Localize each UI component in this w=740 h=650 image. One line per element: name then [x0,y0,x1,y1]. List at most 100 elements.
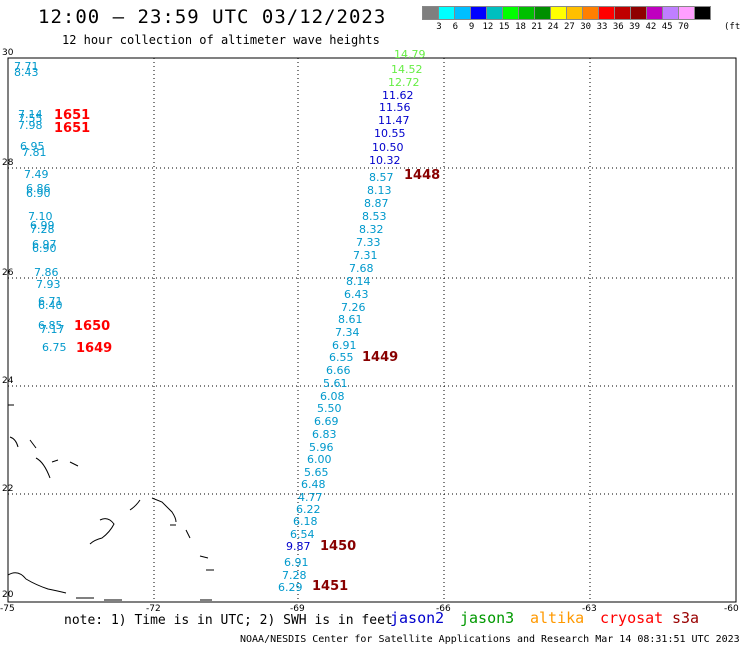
swh-value: 6.95 [20,140,45,153]
swh-value: 8.57 [369,171,394,184]
swh-value: 5.61 [323,377,348,390]
swh-value: 6.91 [284,556,309,569]
swh-value: 7.17 [40,323,65,336]
swh-value: 7.98 [18,119,43,132]
lon-label: -75 [0,604,15,614]
credit-line: NOAA/NESDIS Center for Satellite Applica… [240,634,740,645]
legend-tick-label: 6 [452,22,458,32]
swh-value: 6.83 [312,428,337,441]
legend-tick-label: 70 [678,22,689,32]
legend-tick-label: 30 [580,22,592,32]
swh-value: 8.87 [364,197,389,210]
swh-value: 6.08 [320,390,345,403]
legend-tick-label: 9 [468,22,475,32]
swh-value: 8.13 [367,184,392,197]
lon-label: -72 [146,604,161,614]
swh-value: 6.18 [293,515,318,528]
swh-value: 7.26 [341,301,366,314]
legend-tick-label: 15 [498,22,510,32]
swh-value: 6.86 [26,182,51,195]
swh-value: 14.52 [391,63,423,76]
swh-value: 6.91 [332,339,357,352]
axis-labels: 30 28 26 24 22 20 -75 -72 -69 -66 -63 -60 [0,48,739,614]
legend-unit: (ft) [724,22,740,32]
legend-tick-label: 3 [436,22,442,32]
swh-value: 6.29 [278,581,303,594]
legend-tick-label: 36 [612,22,624,32]
swh-value: 5.96 [309,441,334,454]
swh-value: 7.49 [24,168,49,181]
swh-value: 6.00 [307,453,332,466]
map-frame [7,57,737,603]
swh-value: 6.75 [42,341,67,354]
swh-value: 7.68 [349,262,374,275]
legend-tick-label: 24 [547,22,559,32]
satellite-name: cryosat [600,609,664,627]
swh-value: 8.53 [362,210,387,223]
swh-value: 6.66 [326,364,351,377]
swh-value: 7.86 [34,266,59,279]
island-outline [7,404,214,601]
swh-value: 6.48 [301,478,326,491]
landmasses [7,404,214,601]
map-title: 12:00 – 23:59 UTC 03/12/2023 [38,6,387,28]
swh-value: 7.28 [30,223,55,236]
swh-value: 10.55 [374,127,406,140]
swh-value: 7.81 [22,146,47,159]
swh-value: 7.93 [36,278,61,291]
legend-tick-label: 18 [515,22,526,32]
pass-time-label: 1449 [362,350,398,365]
swh-value: 6.69 [314,415,339,428]
lat-label: 22 [2,484,13,494]
legend-tick-label: 27 [563,22,575,32]
swh-value: 6.22 [296,503,321,516]
gridlines [8,58,736,602]
swh-value: 6.43 [344,288,369,301]
pass-time-label: 1650 [74,319,110,334]
swh-value: 7.55 [18,112,43,125]
legend-tick-label: 21 [531,22,543,32]
lon-label: -69 [290,604,305,614]
swh-value: 8.61 [338,313,363,326]
satellite-name: s3a [672,609,700,627]
lon-label: -63 [582,604,597,614]
swh-value: 4.77 [298,491,323,504]
swh-value: 9.87 [286,540,311,553]
satellite-name: altika [530,609,585,627]
swh-value: 8.43 [14,66,39,79]
swh-value: 6.90 [26,187,51,200]
swh-value: 6.71 [38,295,63,308]
swh-value: 8.14 [346,275,371,288]
lon-label: -66 [436,604,451,614]
pass-time-label: 1651 [54,121,90,136]
swh-value: 6.90 [32,242,57,255]
satellite-name: jason2 [390,609,445,627]
legend-swatch [694,6,711,20]
right-track-values: 14.79 14.5212.7211.6211.5611.4710.5510.50… [278,48,426,594]
swh-value: 6.40 [38,299,63,312]
left-track-values: 7.718.437.147.557.986.957.817.496.866.90… [14,60,67,354]
satellite-name: jason3 [460,609,515,627]
swh-value: 7.33 [356,236,381,249]
swh-value: 11.47 [378,114,410,127]
pass-time-label: 1450 [320,539,356,554]
swh-value: 8.32 [359,223,384,236]
footnote: note: 1) Time is in UTC; 2) SWH is in fe… [64,613,393,628]
lat-label: 26 [2,268,14,278]
swh-value: 6.54 [290,528,315,541]
lat-label: 24 [2,376,14,386]
swh-value: 7.28 [282,569,307,582]
swh-value: 6.97 [32,238,57,251]
color-legend-bar [422,6,711,20]
swh-value: 10.32 [369,154,401,167]
map-subtitle: 12 hour collection of altimeter wave hei… [62,33,380,47]
pass-time-label: 1448 [404,168,440,183]
swh-value: 6.99 [30,219,55,232]
swh-value: 5.65 [304,466,329,479]
pass-time-label: 1649 [76,341,112,356]
swh-value: 5.50 [317,402,342,415]
swh-value: 11.62 [382,89,414,102]
